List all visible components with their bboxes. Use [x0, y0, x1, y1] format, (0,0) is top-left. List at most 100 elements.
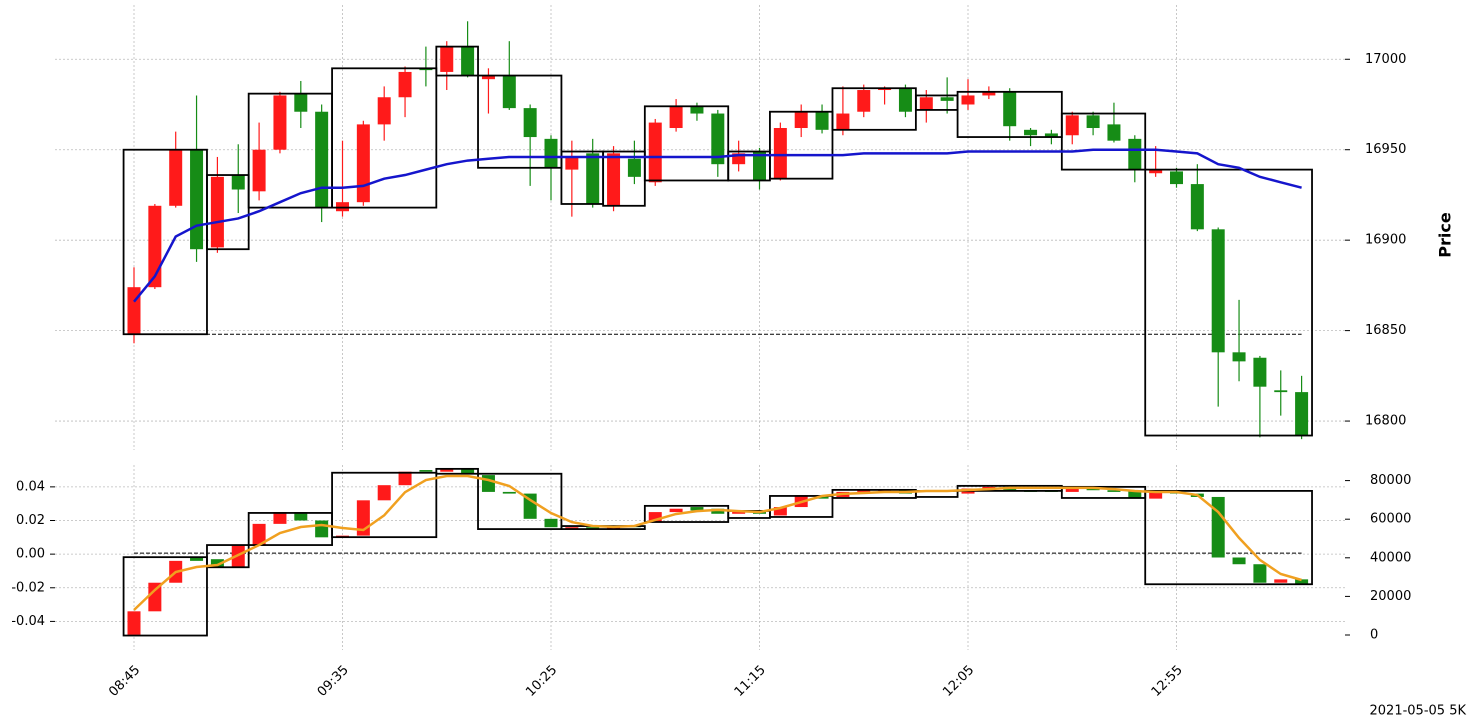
- candle-body: [857, 490, 871, 492]
- candle-body: [419, 68, 433, 71]
- candle-body: [377, 97, 391, 125]
- y-tick-label: 0.00: [16, 547, 45, 562]
- candle-body: [544, 138, 558, 168]
- candle-body: [878, 88, 892, 91]
- candle-body: [1128, 138, 1142, 170]
- x-tick-label: 12:05: [940, 663, 977, 700]
- range-box: [331, 471, 438, 539]
- candle-body: [544, 518, 558, 528]
- candle-body: [1086, 115, 1100, 129]
- candle-body: [1107, 124, 1121, 141]
- candle-body: [231, 545, 245, 568]
- candle-body: [836, 113, 850, 130]
- y-tick-label: -0.02: [11, 580, 45, 595]
- y-axis-label: Price: [1436, 212, 1455, 258]
- y-tick-label: 0.04: [16, 479, 45, 494]
- candle-body: [1211, 229, 1225, 353]
- candle-body: [586, 527, 600, 529]
- candle-body: [1211, 496, 1225, 558]
- line-series: [133, 148, 1302, 303]
- candle-body: [732, 153, 746, 165]
- y-tick-label: 16800: [1365, 414, 1406, 429]
- x-tick-label: 10:25: [523, 663, 560, 700]
- candle-body: [231, 175, 245, 190]
- candle-body: [1274, 390, 1288, 393]
- candle-body: [586, 153, 600, 204]
- y-tick-label: 16950: [1365, 142, 1406, 157]
- candle-body: [1107, 490, 1121, 492]
- candle-body: [273, 512, 287, 524]
- footnote: 2021-05-05 5K: [1370, 704, 1467, 719]
- candle-body: [1044, 133, 1058, 138]
- candle-body: [1065, 488, 1079, 492]
- candle-body: [648, 122, 662, 183]
- x-tick-label: 12:55: [1149, 663, 1186, 700]
- candle-body: [1065, 115, 1079, 136]
- candle-body: [711, 508, 725, 514]
- candle-body: [815, 111, 829, 130]
- candle-body: [273, 95, 287, 150]
- candle-body: [210, 176, 224, 248]
- range-box: [643, 105, 730, 182]
- candle-body: [627, 158, 641, 177]
- candle-body: [1295, 392, 1309, 436]
- candle-body: [857, 90, 871, 112]
- candle-body: [148, 205, 162, 288]
- candle-body: [1024, 129, 1038, 136]
- y-tick-label: 16850: [1365, 323, 1406, 338]
- candle-body: [336, 202, 349, 212]
- candle-body: [398, 471, 412, 486]
- range-box: [435, 45, 479, 77]
- candle-body: [398, 71, 412, 98]
- y2-tick-label: 0: [1370, 628, 1378, 643]
- range-box: [769, 495, 834, 518]
- candle-body: [669, 106, 683, 129]
- candle-body: [294, 512, 308, 521]
- range-box: [1144, 168, 1313, 437]
- candle-body: [669, 508, 683, 513]
- candle-body: [315, 520, 329, 538]
- range-box: [331, 67, 438, 209]
- x-tick-label: 11:15: [732, 663, 769, 700]
- candle-body: [773, 507, 787, 516]
- candle-body: [1295, 579, 1309, 585]
- candle-body: [1232, 557, 1246, 565]
- range-box: [122, 556, 208, 637]
- candle-body: [919, 97, 933, 110]
- range-box: [1060, 112, 1147, 171]
- candle-body: [315, 111, 329, 208]
- range-box: [477, 74, 563, 169]
- candle-body: [794, 111, 808, 129]
- candle-body: [1086, 488, 1100, 491]
- candle-body: [252, 523, 266, 546]
- candle-body: [1253, 564, 1267, 583]
- range-box: [769, 110, 834, 180]
- y-tick-label: -0.04: [11, 614, 45, 629]
- candle-body: [565, 156, 579, 170]
- candle-body: [1274, 579, 1288, 583]
- candle-body: [690, 507, 704, 511]
- candle-body: [940, 97, 954, 101]
- range-box: [477, 472, 563, 530]
- candle-body: [356, 124, 370, 203]
- candle-body: [1003, 91, 1017, 127]
- candle-body: [1149, 169, 1163, 174]
- candle-body: [461, 468, 475, 474]
- candle-body: [523, 493, 537, 519]
- candle-body: [190, 557, 204, 561]
- candle-body: [961, 95, 975, 105]
- range-box: [435, 467, 479, 475]
- candle-body: [565, 527, 579, 529]
- candle-body: [377, 485, 391, 501]
- line-series: [133, 474, 1302, 611]
- candle-body: [502, 491, 516, 494]
- y-tick-label: 16900: [1365, 233, 1406, 248]
- candle-body: [523, 108, 537, 138]
- range-box: [206, 544, 250, 569]
- candle-body: [210, 559, 224, 568]
- candle-body: [190, 149, 204, 250]
- y2-tick-label: 40000: [1370, 550, 1411, 565]
- candle-body: [294, 93, 308, 112]
- candle-body: [169, 149, 183, 206]
